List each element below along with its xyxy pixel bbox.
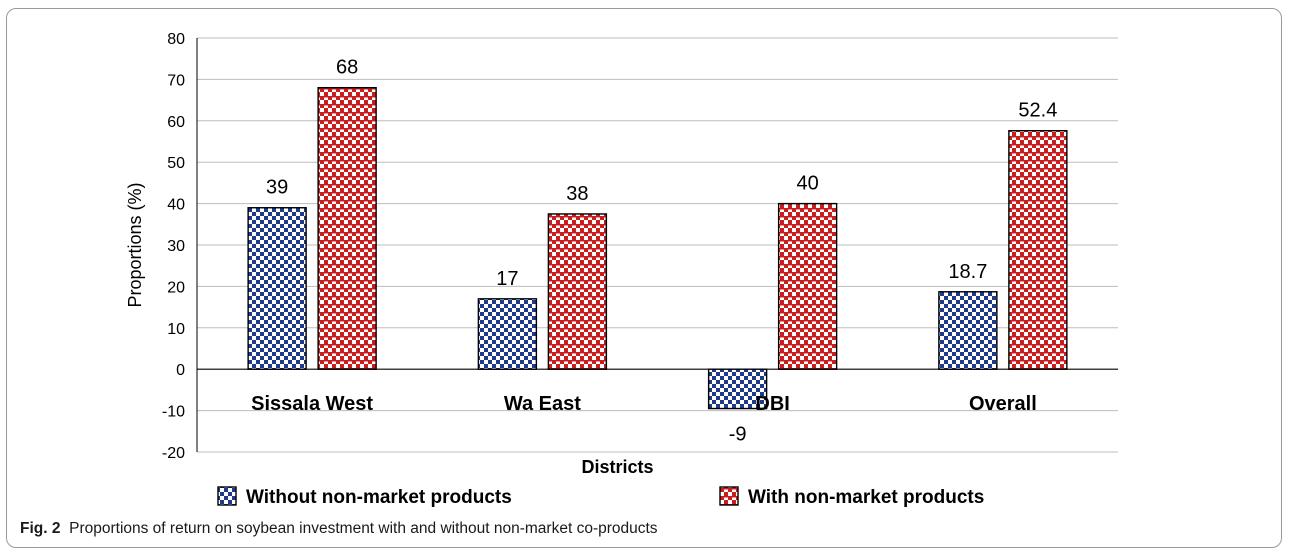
- legend-swatch: [719, 486, 739, 506]
- data-label: 40: [797, 173, 819, 195]
- x-tick-label: Sissala West: [251, 393, 373, 415]
- y-axis-title: Proportions (%): [125, 182, 145, 307]
- legend: Without non-market products With non-mark…: [217, 486, 984, 508]
- bar-with-dbi: [777, 202, 838, 370]
- bar-without-wa-east: [477, 298, 538, 370]
- x-tick-label: DBI: [755, 393, 789, 415]
- y-tick-label: 40: [167, 197, 185, 214]
- y-tick-label: 0: [176, 362, 185, 379]
- legend-label: Without non-market products: [246, 487, 512, 508]
- data-labels: 39 68 17 38 -9 40 18.7 52.4: [266, 57, 1057, 446]
- data-label: -9: [729, 424, 747, 446]
- y-tick-label: -10: [162, 404, 185, 421]
- figure-caption: Fig. 2 Proportions of return on soybean …: [20, 520, 658, 538]
- data-label: 52.4: [1018, 100, 1057, 122]
- y-axis-ticks: -20 -10 0 10 20 30 40 50 60 70 80: [162, 31, 185, 462]
- legend-swatch: [217, 486, 237, 506]
- x-tick-label: Wa East: [504, 393, 581, 415]
- bar-chart: -20 -10 0 10 20 30 40 50 60 70 80 Sissala West Wa E…: [125, 31, 1118, 508]
- data-label: 17: [496, 268, 518, 290]
- bar-without-dbi: [707, 368, 768, 410]
- bar-with-overall: [1008, 130, 1068, 370]
- data-label: 18.7: [948, 261, 987, 283]
- x-tick-label: Overall: [969, 393, 1037, 415]
- y-tick-label: 60: [167, 114, 185, 131]
- bar-with-sissala-west: [317, 86, 377, 370]
- caption-text: Proportions of return on soybean investm…: [69, 520, 658, 537]
- category-labels: Sissala West Wa East DBI Overall: [251, 393, 1037, 415]
- x-axis-title: Districts: [581, 457, 653, 477]
- figure-number: Fig. 2: [20, 520, 61, 537]
- y-tick-label: -20: [162, 445, 185, 462]
- legend-label: With non-market products: [748, 487, 984, 508]
- data-label: 68: [336, 57, 358, 79]
- bars: [247, 86, 1068, 410]
- data-label: 39: [266, 177, 288, 199]
- y-tick-label: 80: [167, 31, 185, 48]
- bar-without-overall: [938, 291, 998, 370]
- data-label: 38: [566, 183, 588, 205]
- y-tick-label: 50: [167, 155, 185, 172]
- y-tick-label: 70: [167, 72, 185, 89]
- y-tick-label: 10: [167, 321, 185, 338]
- y-tick-label: 20: [167, 279, 185, 296]
- figure-frame: [6, 8, 1282, 548]
- bar-with-wa-east: [547, 213, 608, 370]
- y-tick-label: 30: [167, 238, 185, 255]
- bar-without-sissala-west: [247, 207, 307, 370]
